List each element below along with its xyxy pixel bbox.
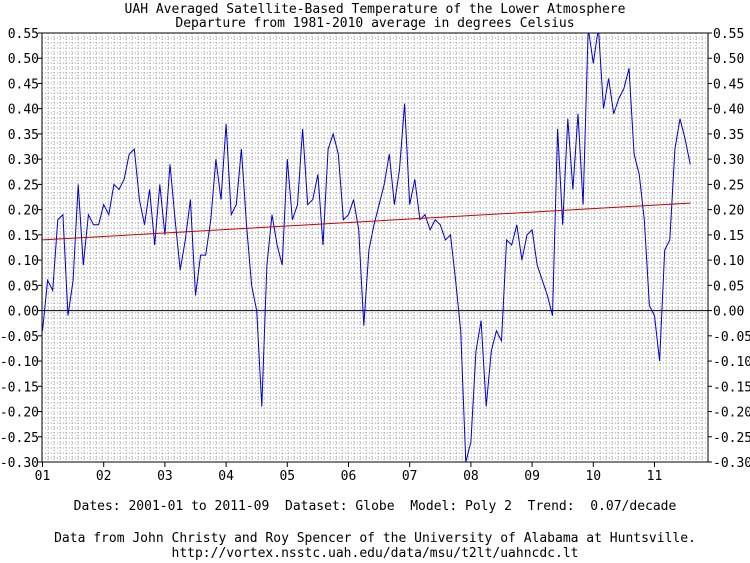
y-tick-label-left: 0.45 [8, 77, 39, 92]
data-url: http://vortex.nsstc.uah.edu/data/msu/t2l… [172, 546, 579, 561]
x-tick-label: 07 [402, 469, 418, 484]
y-tick-label-left: -0.25 [0, 431, 39, 446]
y-tick-label-left: 0.00 [8, 305, 39, 320]
y-tick-label-right: -0.20 [713, 406, 750, 421]
y-tick-label-right: 0.30 [713, 153, 744, 168]
y-tick-label-right: 0.20 [713, 204, 744, 219]
temperature-anomaly-line [42, 33, 691, 462]
y-tick-label-right: 0.35 [713, 128, 744, 143]
y-tick-label-right: -0.05 [713, 330, 750, 345]
x-tick-label: 11 [647, 469, 663, 484]
x-tick-label: 03 [157, 469, 173, 484]
y-tick-label-right: 0.50 [713, 52, 744, 67]
y-tick-label-left: -0.15 [0, 380, 39, 395]
chart-subtitle: Departure from 1981-2010 average in degr… [175, 16, 574, 31]
y-tick-label-left: -0.10 [0, 355, 39, 370]
y-tick-label-left: 0.05 [8, 279, 39, 294]
y-tick-label-right: 0.00 [713, 305, 744, 320]
y-tick-label-right: 0.55 [713, 27, 744, 42]
x-tick-label: 02 [96, 469, 112, 484]
x-tick-label: 01 [35, 469, 51, 484]
y-tick-label-left: -0.05 [0, 330, 39, 345]
x-tick-label: 09 [524, 469, 540, 484]
x-tick-label: 10 [585, 469, 601, 484]
y-tick-label-left: 0.15 [8, 229, 39, 244]
trend-line [42, 202, 691, 241]
series-layer [42, 33, 691, 462]
y-tick-label-left: 0.20 [8, 204, 39, 219]
y-tick-label-right: 0.25 [713, 178, 744, 193]
plot-frame [41, 32, 709, 463]
x-tick-label: 04 [218, 469, 234, 484]
y-tick-label-left: 0.50 [8, 52, 39, 67]
y-tick-label-right: 0.10 [713, 254, 744, 269]
y-tick-label-left: -0.20 [0, 406, 39, 421]
y-tick-label-right: -0.15 [713, 380, 750, 395]
y-axis-left: 0.55 0.50 0.45 0.40 0.35 0.30 0.25 0.20 0.15 0.10… [0, 27, 42, 471]
y-tick-label-right: -0.30 [713, 456, 750, 471]
y-tick-label-left: 0.30 [8, 153, 39, 168]
y-tick-label-left: 0.55 [8, 27, 39, 42]
y-tick-label-left: 0.40 [8, 103, 39, 118]
y-tick-label-left: 0.35 [8, 128, 39, 143]
grid [42, 33, 708, 462]
y-tick-label-left: 0.25 [8, 178, 39, 193]
x-tick-label: 08 [463, 469, 479, 484]
y-tick-label-right: 0.45 [713, 77, 744, 92]
chart-info-line: Dates: 2001-01 to 2011-09 Dataset: Globe… [74, 499, 677, 514]
data-credit: Data from John Christy and Roy Spencer o… [54, 531, 696, 546]
chart-title: UAH Averaged Satellite-Based Temperature… [125, 2, 626, 17]
y-tick-label-right: -0.25 [713, 431, 750, 446]
y-tick-label-left: 0.10 [8, 254, 39, 269]
y-axis-right: 0.55 0.50 0.45 0.40 0.35 0.30 0.25 0.20 0.15 0.10… [708, 27, 750, 471]
y-tick-label-right: 0.05 [713, 279, 744, 294]
x-tick-label: 05 [279, 469, 295, 484]
y-tick-label-left: -0.30 [0, 456, 39, 471]
y-tick-label-right: -0.10 [713, 355, 750, 370]
y-tick-label-right: 0.15 [713, 229, 744, 244]
y-tick-label-right: 0.40 [713, 103, 744, 118]
x-tick-label: 06 [341, 469, 357, 484]
x-axis: 01 02 03 04 05 06 07 08 09 10 11 [35, 462, 663, 484]
